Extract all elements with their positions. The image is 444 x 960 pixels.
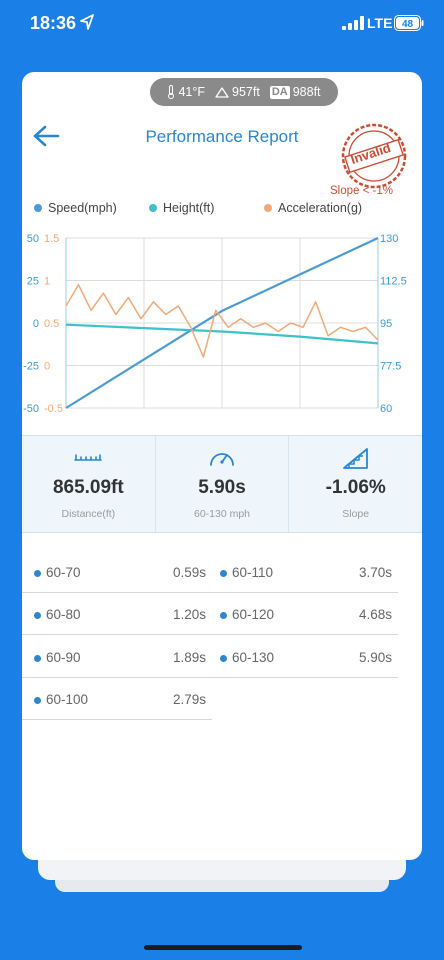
- status-bar: 18:36 LTE 48: [0, 0, 444, 50]
- split-dot-icon: [220, 655, 227, 662]
- legend-acceleration-dot: [264, 204, 272, 212]
- legend-height: Height(ft): [149, 201, 214, 215]
- battery-icon: 48: [394, 15, 424, 31]
- tick-label-speed: 112.5: [380, 276, 407, 288]
- status-time: 18:36: [30, 13, 77, 33]
- legend-height-dot: [149, 204, 157, 212]
- stats-panel: 865.09ft Distance(ft) 5.90s 60-130 mph -…: [22, 435, 422, 533]
- temperature-value: 41°F: [178, 85, 206, 99]
- legend-acceleration-label: Acceleration(g): [278, 201, 363, 215]
- tick-label-height: 0: [33, 318, 39, 330]
- tick-label-height: -25: [23, 361, 39, 373]
- stat-distance-label: Distance(ft): [61, 508, 116, 520]
- slope-warning: Slope < -1%: [330, 185, 393, 197]
- split-label: 60-70: [46, 565, 81, 580]
- split-label: 60-90: [46, 650, 81, 665]
- performance-chart: 50 25 0 -25 -50 1.5 1 0.5 0 -0.5 130 112.5 95 77.5 60: [23, 233, 407, 415]
- slope-icon: [342, 448, 368, 469]
- split-value: 1.20s: [172, 607, 206, 622]
- tick-label-speed: 77.5: [380, 361, 401, 373]
- stacked-card-middle: [38, 858, 406, 880]
- split-label: 60-110: [232, 565, 274, 580]
- elevation-value: 957ft: [232, 85, 260, 99]
- legend-acceleration: Acceleration(g): [264, 201, 362, 215]
- stat-slope-label: Slope: [342, 508, 370, 520]
- thermometer-icon: [168, 85, 175, 99]
- split-row: 60-110 3.70s: [208, 551, 398, 593]
- ruler-icon: [74, 454, 103, 461]
- series-line-speed: [65, 237, 379, 409]
- split-value: 3.70s: [358, 565, 392, 580]
- split-dot-icon: [220, 612, 227, 619]
- stat-slope-value: -1.06%: [325, 477, 386, 498]
- split-dot-icon: [34, 697, 41, 704]
- split-row: 60-130 5.90s: [208, 636, 398, 678]
- tick-label-acceleration: -0.5: [44, 403, 63, 415]
- split-dot-icon: [34, 570, 41, 577]
- split-row: 60-120 4.68s: [208, 593, 398, 635]
- split-label: 60-120: [232, 607, 275, 622]
- split-dot-icon: [34, 655, 41, 662]
- split-row: 60-100 2.79s: [22, 678, 212, 720]
- back-arrow-icon[interactable]: [32, 124, 60, 148]
- home-indicator[interactable]: [144, 945, 302, 950]
- density-altitude-item: DA 988ft: [269, 85, 321, 99]
- tick-label-acceleration: 0.5: [44, 318, 59, 330]
- tick-label-acceleration: 1.5: [44, 233, 59, 245]
- split-value: 0.59s: [172, 565, 206, 580]
- split-row: 60-80 1.20s: [22, 593, 212, 635]
- stat-time-label: 60-130 mph: [193, 508, 251, 520]
- split-label: 60-100: [46, 692, 89, 707]
- split-label: 60-130: [232, 650, 275, 665]
- split-label: 60-80: [46, 607, 81, 622]
- stat-time: 5.90s 60-130 mph: [156, 436, 290, 532]
- split-value: 4.68s: [358, 607, 392, 622]
- split-value: 2.79s: [172, 692, 206, 707]
- split-dot-icon: [220, 570, 227, 577]
- stat-distance: 865.09ft Distance(ft): [22, 436, 156, 532]
- split-value: 5.90s: [358, 650, 392, 665]
- stat-time-value: 5.90s: [198, 477, 246, 498]
- page-title: Performance Report: [145, 127, 299, 146]
- chart-legend: Speed(mph) Height(ft) Acceleration(g): [22, 201, 422, 217]
- legend-height-label: Height(ft): [163, 201, 215, 215]
- legend-speed-dot: [34, 204, 42, 212]
- performance-report-card: 41°F 957ft DA 988ft Performance Report I…: [22, 72, 422, 860]
- tick-label-acceleration: 0: [44, 361, 50, 373]
- tick-label-speed: 60: [380, 403, 392, 415]
- tick-label-acceleration: 1: [44, 276, 50, 288]
- battery-level: 48: [402, 19, 414, 30]
- tick-label-height: -50: [23, 403, 39, 415]
- network-label: LTE: [367, 15, 393, 31]
- stat-slope: -1.06% Slope: [289, 436, 422, 532]
- temperature-item: 41°F: [167, 85, 205, 99]
- mountain-icon: [215, 86, 229, 98]
- tick-label-speed: 130: [380, 233, 398, 245]
- split-value: 1.89s: [172, 650, 206, 665]
- location-arrow-icon: [80, 14, 94, 30]
- legend-speed: Speed(mph): [34, 201, 117, 215]
- series-line-height: [65, 323, 379, 345]
- legend-speed-label: Speed(mph): [48, 201, 117, 215]
- tick-label-speed: 95: [380, 318, 392, 330]
- signal-bars-icon: [342, 16, 364, 30]
- elevation-item: 957ft: [215, 85, 260, 99]
- invalid-stamp-icon: [341, 123, 407, 189]
- weather-conditions-pill: 41°F 957ft DA 988ft: [150, 78, 338, 106]
- split-row: 60-70 0.59s: [22, 551, 212, 593]
- split-dot-icon: [34, 612, 41, 619]
- split-row: 60-90 1.89s: [22, 636, 212, 678]
- density-altitude-value: 988ft: [292, 85, 321, 99]
- series-line-acceleration: [65, 284, 379, 358]
- speedometer-icon: [210, 453, 234, 466]
- stat-distance-value: 865.09ft: [52, 477, 124, 498]
- density-altitude-badge: DA: [269, 85, 290, 99]
- tick-label-height: 25: [27, 276, 39, 288]
- tick-label-height: 50: [27, 233, 39, 245]
